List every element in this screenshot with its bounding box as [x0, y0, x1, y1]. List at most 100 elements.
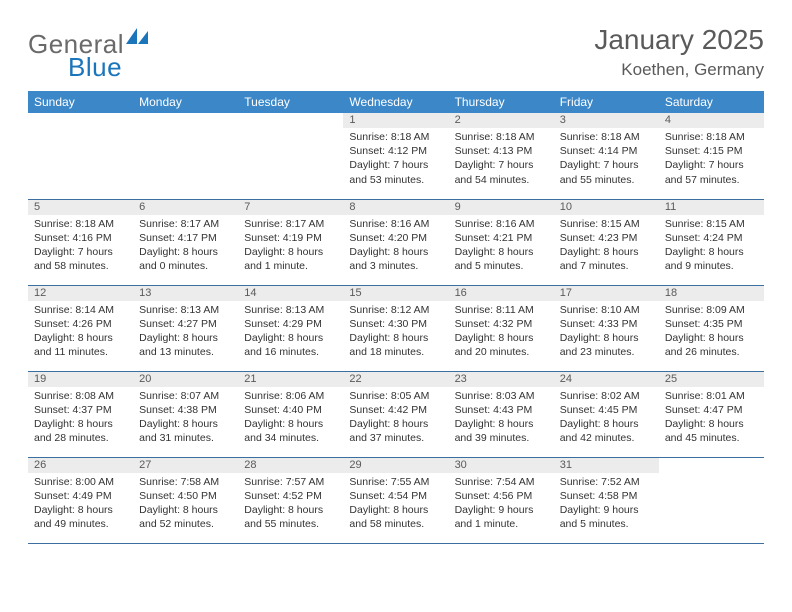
sunrise-line: Sunrise: 8:17 AM [244, 217, 337, 231]
daylight-line: Daylight: 8 hours [455, 417, 548, 431]
day-cell: 16Sunrise: 8:11 AMSunset: 4:32 PMDayligh… [449, 285, 554, 371]
daylight-line: and 1 minute. [455, 517, 548, 531]
sunrise-line: Sunrise: 8:12 AM [349, 303, 442, 317]
sunset-line: Sunset: 4:13 PM [455, 144, 548, 158]
daylight-line: Daylight: 8 hours [349, 331, 442, 345]
day-content [28, 128, 133, 198]
sunset-line: Sunset: 4:24 PM [665, 231, 758, 245]
daylight-line: Daylight: 8 hours [560, 417, 653, 431]
day-content: Sunrise: 8:01 AMSunset: 4:47 PMDaylight:… [659, 387, 764, 457]
day-cell: 27Sunrise: 7:58 AMSunset: 4:50 PMDayligh… [133, 457, 238, 543]
sunset-line: Sunset: 4:20 PM [349, 231, 442, 245]
day-content: Sunrise: 7:54 AMSunset: 4:56 PMDaylight:… [449, 473, 554, 543]
daylight-line: and 58 minutes. [34, 259, 127, 273]
day-content: Sunrise: 8:18 AMSunset: 4:12 PMDaylight:… [343, 128, 448, 198]
day-number: 6 [133, 200, 238, 215]
sunrise-line: Sunrise: 8:13 AM [244, 303, 337, 317]
day-content: Sunrise: 8:09 AMSunset: 4:35 PMDaylight:… [659, 301, 764, 371]
day-number: 15 [343, 286, 448, 301]
sunrise-line: Sunrise: 8:01 AM [665, 389, 758, 403]
daylight-line: and 42 minutes. [560, 431, 653, 445]
day-number: 27 [133, 458, 238, 473]
daylight-line: and 26 minutes. [665, 345, 758, 359]
sunset-line: Sunset: 4:43 PM [455, 403, 548, 417]
day-cell: 28Sunrise: 7:57 AMSunset: 4:52 PMDayligh… [238, 457, 343, 543]
week-row: 12Sunrise: 8:14 AMSunset: 4:26 PMDayligh… [28, 285, 764, 371]
daylight-line: Daylight: 8 hours [349, 417, 442, 431]
daylight-line: Daylight: 8 hours [560, 331, 653, 345]
daylight-line: and 53 minutes. [349, 173, 442, 187]
day-number: 9 [449, 200, 554, 215]
day-number: 7 [238, 200, 343, 215]
sunset-line: Sunset: 4:50 PM [139, 489, 232, 503]
day-content: Sunrise: 8:18 AMSunset: 4:14 PMDaylight:… [554, 128, 659, 198]
sunrise-line: Sunrise: 8:02 AM [560, 389, 653, 403]
daylight-line: and 34 minutes. [244, 431, 337, 445]
daylight-line: and 0 minutes. [139, 259, 232, 273]
day-cell: 29Sunrise: 7:55 AMSunset: 4:54 PMDayligh… [343, 457, 448, 543]
week-row: 26Sunrise: 8:00 AMSunset: 4:49 PMDayligh… [28, 457, 764, 543]
day-content [133, 128, 238, 198]
day-cell [238, 113, 343, 199]
day-number: 11 [659, 200, 764, 215]
daylight-line: Daylight: 8 hours [34, 417, 127, 431]
weekday-header: Monday [133, 91, 238, 113]
day-content: Sunrise: 8:08 AMSunset: 4:37 PMDaylight:… [28, 387, 133, 457]
logo-text-blue: Blue [68, 52, 122, 82]
daylight-line: and 39 minutes. [455, 431, 548, 445]
day-cell: 9Sunrise: 8:16 AMSunset: 4:21 PMDaylight… [449, 199, 554, 285]
daylight-line: and 3 minutes. [349, 259, 442, 273]
sunrise-line: Sunrise: 8:17 AM [139, 217, 232, 231]
daylight-line: and 57 minutes. [665, 173, 758, 187]
daylight-line: Daylight: 7 hours [349, 158, 442, 172]
sunset-line: Sunset: 4:42 PM [349, 403, 442, 417]
day-cell: 2Sunrise: 8:18 AMSunset: 4:13 PMDaylight… [449, 113, 554, 199]
sunset-line: Sunset: 4:12 PM [349, 144, 442, 158]
daylight-line: and 11 minutes. [34, 345, 127, 359]
week-row: 1Sunrise: 8:18 AMSunset: 4:12 PMDaylight… [28, 113, 764, 199]
day-content: Sunrise: 7:52 AMSunset: 4:58 PMDaylight:… [554, 473, 659, 543]
day-number [659, 458, 764, 473]
day-content: Sunrise: 8:02 AMSunset: 4:45 PMDaylight:… [554, 387, 659, 457]
day-content: Sunrise: 8:18 AMSunset: 4:13 PMDaylight:… [449, 128, 554, 198]
day-cell: 15Sunrise: 8:12 AMSunset: 4:30 PMDayligh… [343, 285, 448, 371]
day-cell: 19Sunrise: 8:08 AMSunset: 4:37 PMDayligh… [28, 371, 133, 457]
daylight-line: and 28 minutes. [34, 431, 127, 445]
weekday-header: Wednesday [343, 91, 448, 113]
day-content: Sunrise: 8:16 AMSunset: 4:21 PMDaylight:… [449, 215, 554, 285]
day-cell: 17Sunrise: 8:10 AMSunset: 4:33 PMDayligh… [554, 285, 659, 371]
day-cell: 25Sunrise: 8:01 AMSunset: 4:47 PMDayligh… [659, 371, 764, 457]
day-content: Sunrise: 8:14 AMSunset: 4:26 PMDaylight:… [28, 301, 133, 371]
day-content: Sunrise: 8:17 AMSunset: 4:19 PMDaylight:… [238, 215, 343, 285]
day-number: 10 [554, 200, 659, 215]
daylight-line: and 16 minutes. [244, 345, 337, 359]
sunrise-line: Sunrise: 8:00 AM [34, 475, 127, 489]
daylight-line: Daylight: 8 hours [244, 417, 337, 431]
day-content: Sunrise: 8:07 AMSunset: 4:38 PMDaylight:… [133, 387, 238, 457]
daylight-line: Daylight: 8 hours [139, 245, 232, 259]
sunrise-line: Sunrise: 8:16 AM [349, 217, 442, 231]
daylight-line: and 20 minutes. [455, 345, 548, 359]
daylight-line: Daylight: 8 hours [560, 245, 653, 259]
sunset-line: Sunset: 4:52 PM [244, 489, 337, 503]
day-cell: 8Sunrise: 8:16 AMSunset: 4:20 PMDaylight… [343, 199, 448, 285]
daylight-line: Daylight: 8 hours [349, 245, 442, 259]
day-content: Sunrise: 8:13 AMSunset: 4:29 PMDaylight:… [238, 301, 343, 371]
day-number: 19 [28, 372, 133, 387]
daylight-line: and 5 minutes. [560, 517, 653, 531]
daylight-line: and 55 minutes. [560, 173, 653, 187]
day-cell: 14Sunrise: 8:13 AMSunset: 4:29 PMDayligh… [238, 285, 343, 371]
day-content [659, 473, 764, 543]
weekday-header: Sunday [28, 91, 133, 113]
sunset-line: Sunset: 4:15 PM [665, 144, 758, 158]
sunrise-line: Sunrise: 8:11 AM [455, 303, 548, 317]
sunrise-line: Sunrise: 8:13 AM [139, 303, 232, 317]
sunrise-line: Sunrise: 8:05 AM [349, 389, 442, 403]
daylight-line: and 18 minutes. [349, 345, 442, 359]
sunrise-line: Sunrise: 8:15 AM [665, 217, 758, 231]
day-cell: 10Sunrise: 8:15 AMSunset: 4:23 PMDayligh… [554, 199, 659, 285]
day-content: Sunrise: 8:15 AMSunset: 4:24 PMDaylight:… [659, 215, 764, 285]
daylight-line: and 49 minutes. [34, 517, 127, 531]
sunset-line: Sunset: 4:54 PM [349, 489, 442, 503]
weekday-header: Saturday [659, 91, 764, 113]
